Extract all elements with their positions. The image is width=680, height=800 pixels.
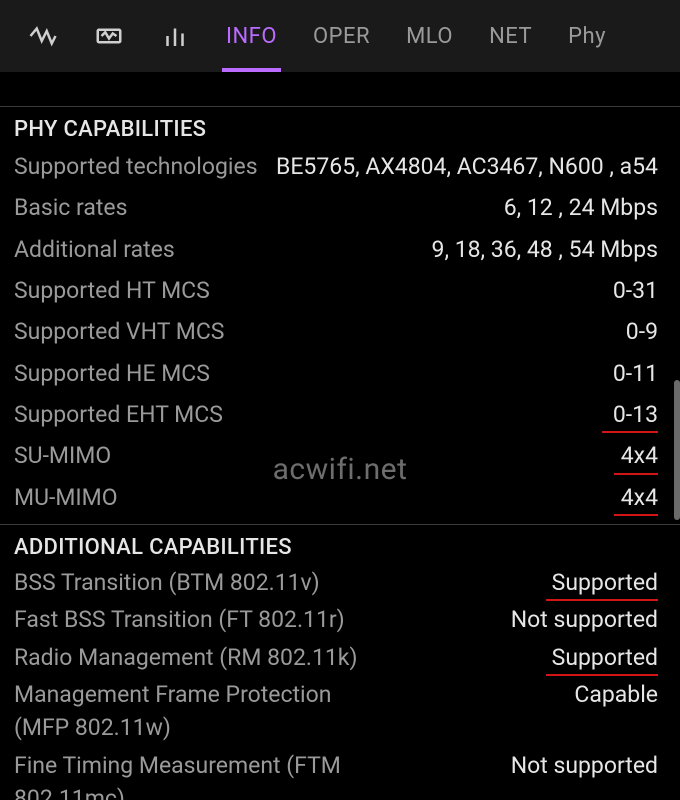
row-ht-mcs: Supported HT MCS 0-31: [0, 270, 680, 311]
label: SU-MIMO: [14, 439, 111, 472]
tab-bar: INFO OPER MLO NET Phy: [0, 0, 680, 72]
label: Fast BSS Transition (FT 802.11r): [14, 603, 345, 636]
label: Supported technologies: [14, 150, 258, 183]
section-header-additional: ADDITIONAL CAPABILITIES: [0, 533, 680, 564]
tab-info[interactable]: INFO: [208, 0, 295, 72]
truncated-prev-row: [0, 72, 680, 106]
row-ftm: Fine Timing Measurement (FTM 802.11mc) N…: [0, 747, 680, 800]
value: Not supported: [345, 603, 658, 636]
tab-oper[interactable]: OPER: [295, 0, 388, 72]
label: Supported HE MCS: [14, 357, 210, 390]
row-basic-rates: Basic rates 6, 12 , 24 Mbps: [0, 187, 680, 228]
label: Additional rates: [14, 233, 175, 266]
row-mu-mimo: MU-MIMO 4x4: [0, 477, 680, 518]
tab-mlo[interactable]: MLO: [388, 0, 471, 72]
value: 4x4: [118, 481, 658, 514]
label: Supported HT MCS: [14, 274, 210, 307]
value: Not supported: [381, 749, 658, 782]
tab-signal-icon[interactable]: [10, 0, 76, 72]
section-header-phy: PHY CAPABILITIES: [0, 115, 680, 146]
row-su-mimo: SU-MIMO 4x4: [0, 435, 680, 476]
row-eht-mcs: Supported EHT MCS 0-13: [0, 394, 680, 435]
value: 4x4: [111, 439, 658, 472]
row-he-mcs: Supported HE MCS 0-11: [0, 353, 680, 394]
tab-bars-icon[interactable]: [142, 0, 208, 72]
label: Basic rates: [14, 191, 128, 224]
value: Supported: [357, 641, 658, 674]
tab-phy[interactable]: Phy: [550, 0, 624, 72]
tab-device-icon[interactable]: [76, 0, 142, 72]
row-mfp: Management Frame Protection (MFP 802.11w…: [0, 676, 680, 747]
label: BSS Transition (BTM 802.11v): [14, 566, 320, 599]
value: 6, 12 , 24 Mbps: [128, 191, 659, 224]
label: Fine Timing Measurement (FTM 802.11mc): [14, 749, 381, 800]
label: MU-MIMO: [14, 481, 118, 514]
value: 0-13: [223, 398, 658, 431]
bars-icon: [160, 21, 190, 51]
value: Capable: [381, 678, 658, 711]
scrollbar-thumb[interactable]: [674, 380, 680, 520]
row-supported-technologies: Supported technologies BE5765, AX4804, A…: [0, 146, 680, 187]
label: Management Frame Protection (MFP 802.11w…: [14, 678, 381, 745]
content-scroll[interactable]: PHY CAPABILITIES Supported technologies …: [0, 72, 680, 800]
row-additional-rates: Additional rates 9, 18, 36, 48 , 54 Mbps: [0, 229, 680, 270]
section-additional-capabilities: ADDITIONAL CAPABILITIES BSS Transition (…: [0, 524, 680, 800]
section-phy-capabilities: PHY CAPABILITIES Supported technologies …: [0, 106, 680, 524]
label: Radio Management (RM 802.11k): [14, 641, 357, 674]
value: Supported: [320, 566, 658, 599]
value: 0-11: [210, 357, 658, 390]
label: Supported EHT MCS: [14, 398, 223, 431]
value: 9, 18, 36, 48 , 54 Mbps: [175, 233, 658, 266]
label: Supported VHT MCS: [14, 315, 224, 348]
row-rm: Radio Management (RM 802.11k) Supported: [0, 639, 680, 676]
device-icon: [94, 21, 124, 51]
value: BE5765, AX4804, AC3467, N600 , a54: [258, 150, 658, 183]
row-btm: BSS Transition (BTM 802.11v) Supported: [0, 564, 680, 601]
value: 0-31: [210, 274, 658, 307]
row-ft: Fast BSS Transition (FT 802.11r) Not sup…: [0, 601, 680, 638]
row-vht-mcs: Supported VHT MCS 0-9: [0, 311, 680, 352]
value: 0-9: [224, 315, 658, 348]
signal-waves-icon: [28, 21, 58, 51]
tab-net[interactable]: NET: [471, 0, 550, 72]
